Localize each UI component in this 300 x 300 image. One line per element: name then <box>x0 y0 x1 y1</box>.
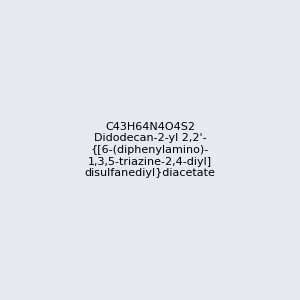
Text: C43H64N4O4S2
Didodecan-2-yl 2,2'-
{[6-(diphenylamino)-
1,3,5-triazine-2,4-diyl]
: C43H64N4O4S2 Didodecan-2-yl 2,2'- {[6-(d… <box>85 122 215 178</box>
